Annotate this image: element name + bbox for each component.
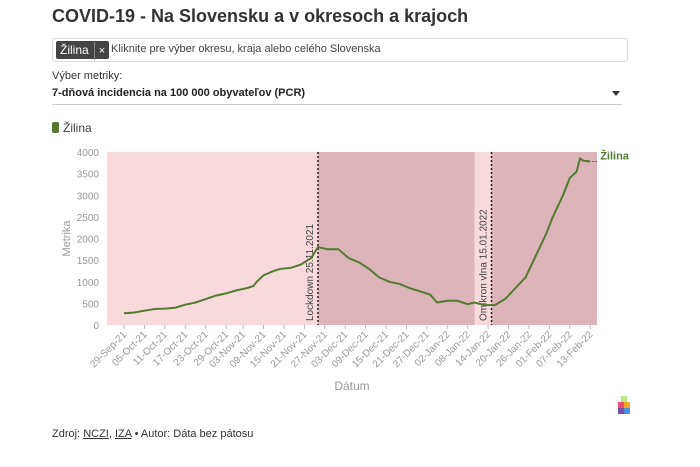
annotation-label: Lockdown 25.11.2021 — [305, 223, 316, 321]
logo-square — [621, 396, 627, 402]
metric-label: Výber metriky: — [52, 70, 123, 82]
placeholder: Kliknite pre výber okresu, kraja alebo c… — [111, 43, 381, 55]
y-tick-label: 4000 — [77, 148, 100, 159]
legend[interactable]: Žilina — [52, 121, 92, 135]
caret — [612, 91, 620, 96]
separator: , — [108, 428, 112, 440]
source-prefix: Zdroj: — [52, 428, 81, 440]
metric-value: 7-dňová incidencia na 100 000 obyvateľov… — [52, 87, 306, 99]
y-tick-label: 1000 — [77, 278, 100, 289]
logo-square — [624, 408, 630, 414]
footer: Zdroj: NCZI, IZA • Autor: Dáta bez pátos… — [52, 428, 253, 440]
metric-select[interactable]: 7-dňová incidencia na 100 000 obyvateľov… — [52, 84, 622, 105]
region — [317, 152, 475, 325]
y-tick-label: 3500 — [77, 170, 100, 181]
y-tick-label: 2000 — [77, 235, 100, 246]
source-link[interactable]: IZA — [114, 428, 132, 440]
chart: 0500100015002000250030003500400029-Sep-2… — [61, 148, 630, 414]
tag-remove[interactable]: × — [93, 42, 105, 60]
legend-label: Žilina — [63, 121, 92, 135]
y-tick-label: 2500 — [77, 213, 100, 224]
line — [123, 156, 591, 315]
filter-box[interactable]: Žilina × Kliknite pre výber okresu, kraja… — [52, 38, 628, 62]
title: COVID-19 - Na Slovensku a v okresoch a k… — [52, 6, 469, 26]
logo-square — [618, 402, 624, 408]
legend-swatch — [52, 122, 59, 133]
logo-square — [624, 402, 630, 408]
author: • Autor: Dáta bez pátosu — [134, 428, 254, 440]
y-tick-label: 1500 — [77, 256, 100, 267]
end-label: Žilina — [600, 150, 630, 163]
y-tick-label: 0 — [93, 321, 99, 332]
x-axis-label: Dátum — [334, 379, 369, 393]
logo-square — [618, 408, 624, 414]
y-tick-label: 3000 — [77, 191, 100, 202]
y-axis-label: Metrika — [61, 220, 73, 257]
filter-tag[interactable]: Žilina × — [56, 41, 110, 60]
y-tick-label: 500 — [82, 299, 99, 310]
annotation-label: Omikron vlna 15.01.2022 — [479, 209, 490, 321]
tag-text: Žilina — [60, 43, 89, 57]
source-link[interactable]: NCZI — [83, 428, 109, 440]
